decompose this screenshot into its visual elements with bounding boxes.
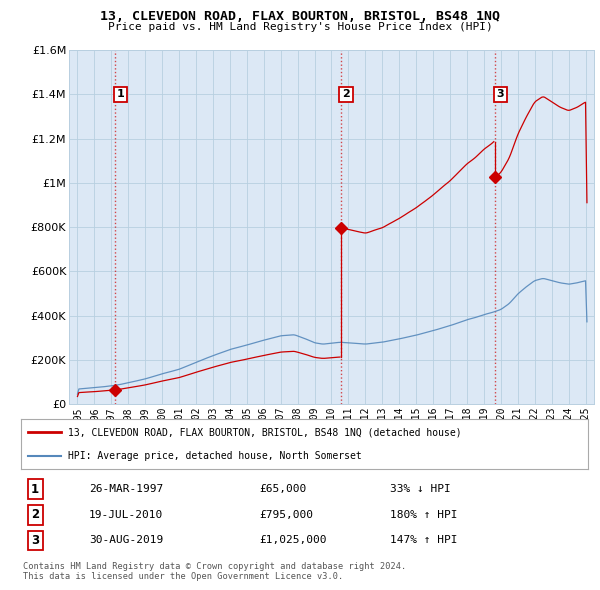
Text: 1: 1 [31,483,39,496]
Text: This data is licensed under the Open Government Licence v3.0.: This data is licensed under the Open Gov… [23,572,343,581]
Text: Contains HM Land Registry data © Crown copyright and database right 2024.: Contains HM Land Registry data © Crown c… [23,562,406,571]
Text: Price paid vs. HM Land Registry's House Price Index (HPI): Price paid vs. HM Land Registry's House … [107,22,493,32]
Text: 13, CLEVEDON ROAD, FLAX BOURTON, BRISTOL, BS48 1NQ (detached house): 13, CLEVEDON ROAD, FLAX BOURTON, BRISTOL… [68,427,461,437]
Text: 2: 2 [342,90,350,99]
Text: 13, CLEVEDON ROAD, FLAX BOURTON, BRISTOL, BS48 1NQ: 13, CLEVEDON ROAD, FLAX BOURTON, BRISTOL… [100,10,500,23]
Text: 19-JUL-2010: 19-JUL-2010 [89,510,163,520]
Text: £795,000: £795,000 [259,510,313,520]
Text: 3: 3 [496,90,504,99]
Text: 33% ↓ HPI: 33% ↓ HPI [389,484,450,494]
Text: 1: 1 [116,90,124,99]
Text: HPI: Average price, detached house, North Somerset: HPI: Average price, detached house, Nort… [68,451,362,461]
Text: 2: 2 [31,508,39,522]
Text: 180% ↑ HPI: 180% ↑ HPI [389,510,457,520]
Text: 147% ↑ HPI: 147% ↑ HPI [389,536,457,545]
Text: 3: 3 [31,534,39,547]
Text: 30-AUG-2019: 30-AUG-2019 [89,536,163,545]
Text: £1,025,000: £1,025,000 [259,536,326,545]
Text: 26-MAR-1997: 26-MAR-1997 [89,484,163,494]
Text: £65,000: £65,000 [259,484,307,494]
